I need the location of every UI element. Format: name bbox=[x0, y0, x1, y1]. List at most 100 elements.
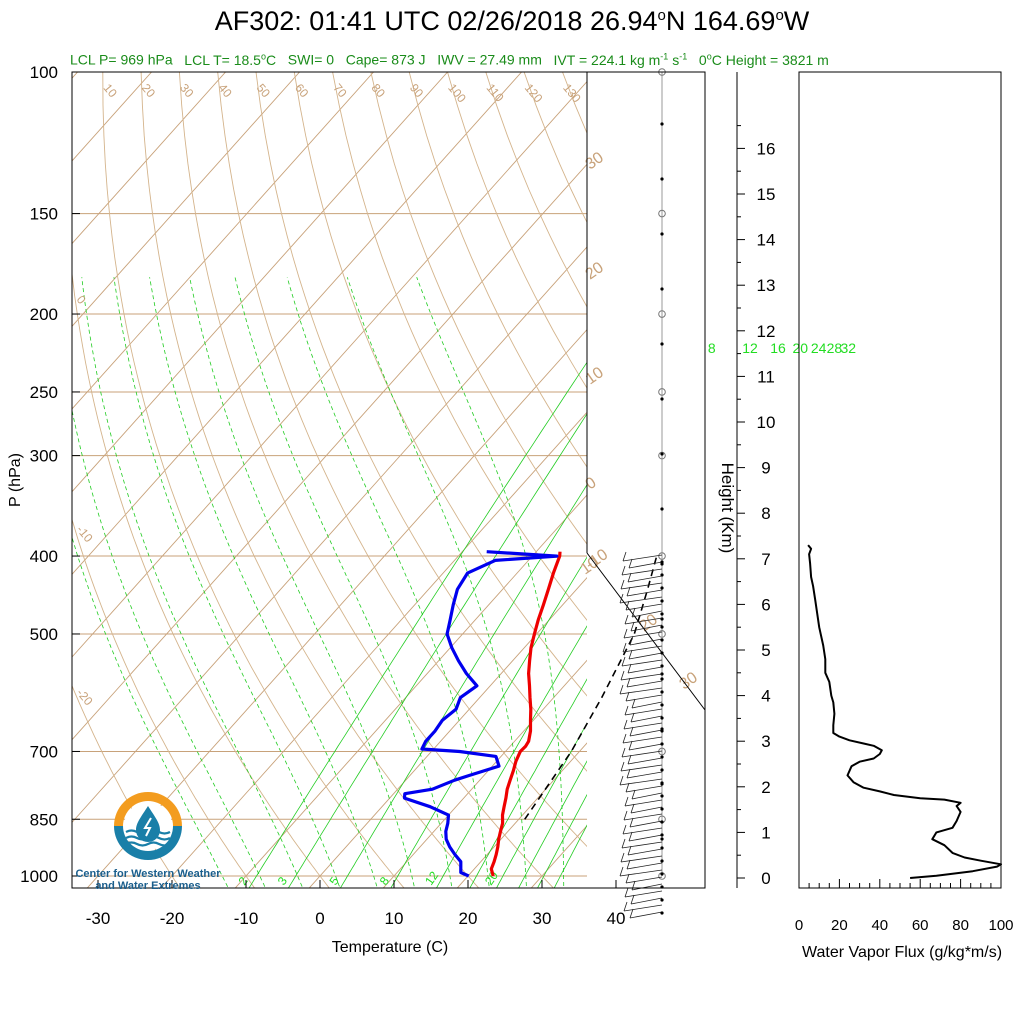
wind-barb bbox=[619, 869, 663, 877]
wind-barb bbox=[630, 897, 663, 905]
dry-adiabat-label: 40 bbox=[215, 81, 235, 100]
dry-adiabat-label: 110 bbox=[484, 81, 507, 105]
wind-barb-flag bbox=[623, 901, 628, 912]
calm-wind-dot bbox=[660, 122, 664, 126]
flux-tick-label: 0 bbox=[795, 917, 803, 934]
ivt-value: IVT = 224.1 kg m-1 s-1 bbox=[553, 51, 688, 68]
temperature-tick-label: -30 bbox=[86, 909, 111, 928]
wind-barb bbox=[626, 862, 663, 870]
pressure-tick-label: 200 bbox=[30, 305, 58, 324]
wind-barb bbox=[620, 764, 663, 772]
sounding-profiles bbox=[402, 550, 658, 878]
calm-wind-dot bbox=[660, 287, 664, 291]
wind-barb-flag bbox=[620, 579, 625, 590]
wind-dot bbox=[660, 625, 664, 629]
pressure-tick-label: 100 bbox=[30, 63, 58, 82]
calm-wind-dot bbox=[660, 452, 664, 456]
isotherm-line bbox=[72, 72, 596, 658]
wind-barb-flag bbox=[628, 558, 633, 569]
moist-adiabat-line bbox=[234, 277, 453, 888]
moist-adiabat-line bbox=[416, 277, 565, 888]
background-lines bbox=[0, 72, 705, 893]
logo-wave bbox=[125, 841, 171, 847]
isotherm-line bbox=[72, 72, 522, 575]
isotherm-line bbox=[160, 279, 705, 888]
wind-barb bbox=[620, 673, 663, 681]
dry-adiabat-label: 70 bbox=[330, 81, 350, 100]
temperature-tick-label: -20 bbox=[160, 909, 185, 928]
dry-adiabat-line bbox=[217, 72, 629, 888]
wind-barb-flag bbox=[631, 698, 636, 709]
pressure-tick-label: 500 bbox=[30, 625, 58, 644]
wind-barb-flag bbox=[621, 565, 626, 576]
wind-barb bbox=[621, 750, 663, 758]
height-tick-label: 15 bbox=[757, 185, 776, 204]
wind-barb-flag bbox=[630, 621, 635, 632]
parcel-profile bbox=[524, 555, 658, 820]
wind-barb-flag bbox=[627, 845, 632, 856]
wind-barb-flag bbox=[629, 726, 634, 737]
moist-adiabat-line bbox=[72, 536, 229, 888]
dry-adiabat-label: 50 bbox=[254, 81, 274, 100]
pressure-tick-label: 150 bbox=[30, 205, 58, 224]
pressure-tick-label: 700 bbox=[30, 742, 58, 761]
dry-adiabat-label: 120 bbox=[522, 81, 546, 106]
wind-barb-column bbox=[619, 68, 666, 919]
dewpoint-profile bbox=[402, 550, 559, 878]
dry-adiabat-line bbox=[72, 518, 256, 888]
wind-dot bbox=[660, 586, 664, 590]
wind-barb bbox=[629, 820, 663, 828]
temperature-tick-label: -10 bbox=[234, 909, 259, 928]
wind-barb-flag bbox=[619, 593, 624, 604]
wind-barb-flag bbox=[624, 887, 629, 898]
calm-wind-dot bbox=[660, 232, 664, 236]
moist-adiabat-line bbox=[286, 277, 490, 888]
dry-adiabat-label: 80 bbox=[369, 81, 389, 100]
temperature-tick-label: 10 bbox=[385, 909, 404, 928]
wind-barb bbox=[629, 911, 663, 919]
wind-barb bbox=[631, 883, 663, 891]
dry-adiabat-line bbox=[408, 72, 705, 619]
moist-adiabat-line bbox=[113, 277, 341, 888]
flux-tick-label: 20 bbox=[831, 917, 848, 934]
wind-level-circle bbox=[658, 451, 666, 460]
wind-dot bbox=[660, 612, 664, 616]
wind-barb bbox=[626, 680, 663, 688]
height-tick-label: 9 bbox=[761, 459, 770, 478]
wind-barb bbox=[630, 715, 663, 723]
calm-wind-dot bbox=[660, 342, 664, 346]
wind-dot bbox=[660, 716, 664, 720]
temperature-tick-label: 30 bbox=[533, 909, 552, 928]
wind-barb-flag bbox=[631, 789, 636, 800]
lcl-temperature: LCL T= 18.5oC bbox=[184, 51, 277, 68]
wind-barb-flag bbox=[629, 908, 634, 919]
dry-adiabat-label: -10 bbox=[74, 523, 96, 546]
wind-barb-flag bbox=[626, 768, 631, 779]
wind-barb bbox=[619, 596, 663, 604]
wind-barb-flag bbox=[622, 642, 627, 653]
dry-adiabat-line bbox=[102, 72, 405, 888]
dry-adiabat-label: 90 bbox=[407, 81, 427, 100]
mixing-ratio-line bbox=[248, 362, 588, 888]
mixing-ratio-label: 24 bbox=[811, 340, 827, 356]
calm-wind-dot bbox=[660, 177, 664, 181]
wind-barb-flag bbox=[623, 719, 628, 730]
isotherm-line bbox=[0, 72, 4, 893]
mixing-ratio-label: 28 bbox=[827, 340, 843, 356]
wind-dot bbox=[660, 768, 664, 772]
pressure-tick-label: 400 bbox=[30, 547, 58, 566]
temperature-tick-label: 20 bbox=[459, 909, 478, 928]
wind-barb-flag bbox=[631, 607, 636, 618]
height-tick-label: 0 bbox=[761, 869, 770, 888]
wind-barb bbox=[631, 610, 663, 618]
mixing-ratio-label: 12 bbox=[742, 340, 758, 356]
isotherm-line bbox=[382, 527, 705, 888]
wind-level-circle bbox=[658, 310, 666, 318]
wind-barb bbox=[631, 701, 663, 709]
wind-barb bbox=[620, 855, 663, 863]
wind-dot bbox=[660, 846, 664, 850]
wind-barb-flag bbox=[625, 873, 630, 884]
dry-adiabat-line bbox=[178, 72, 555, 888]
wind-barb bbox=[628, 834, 663, 842]
